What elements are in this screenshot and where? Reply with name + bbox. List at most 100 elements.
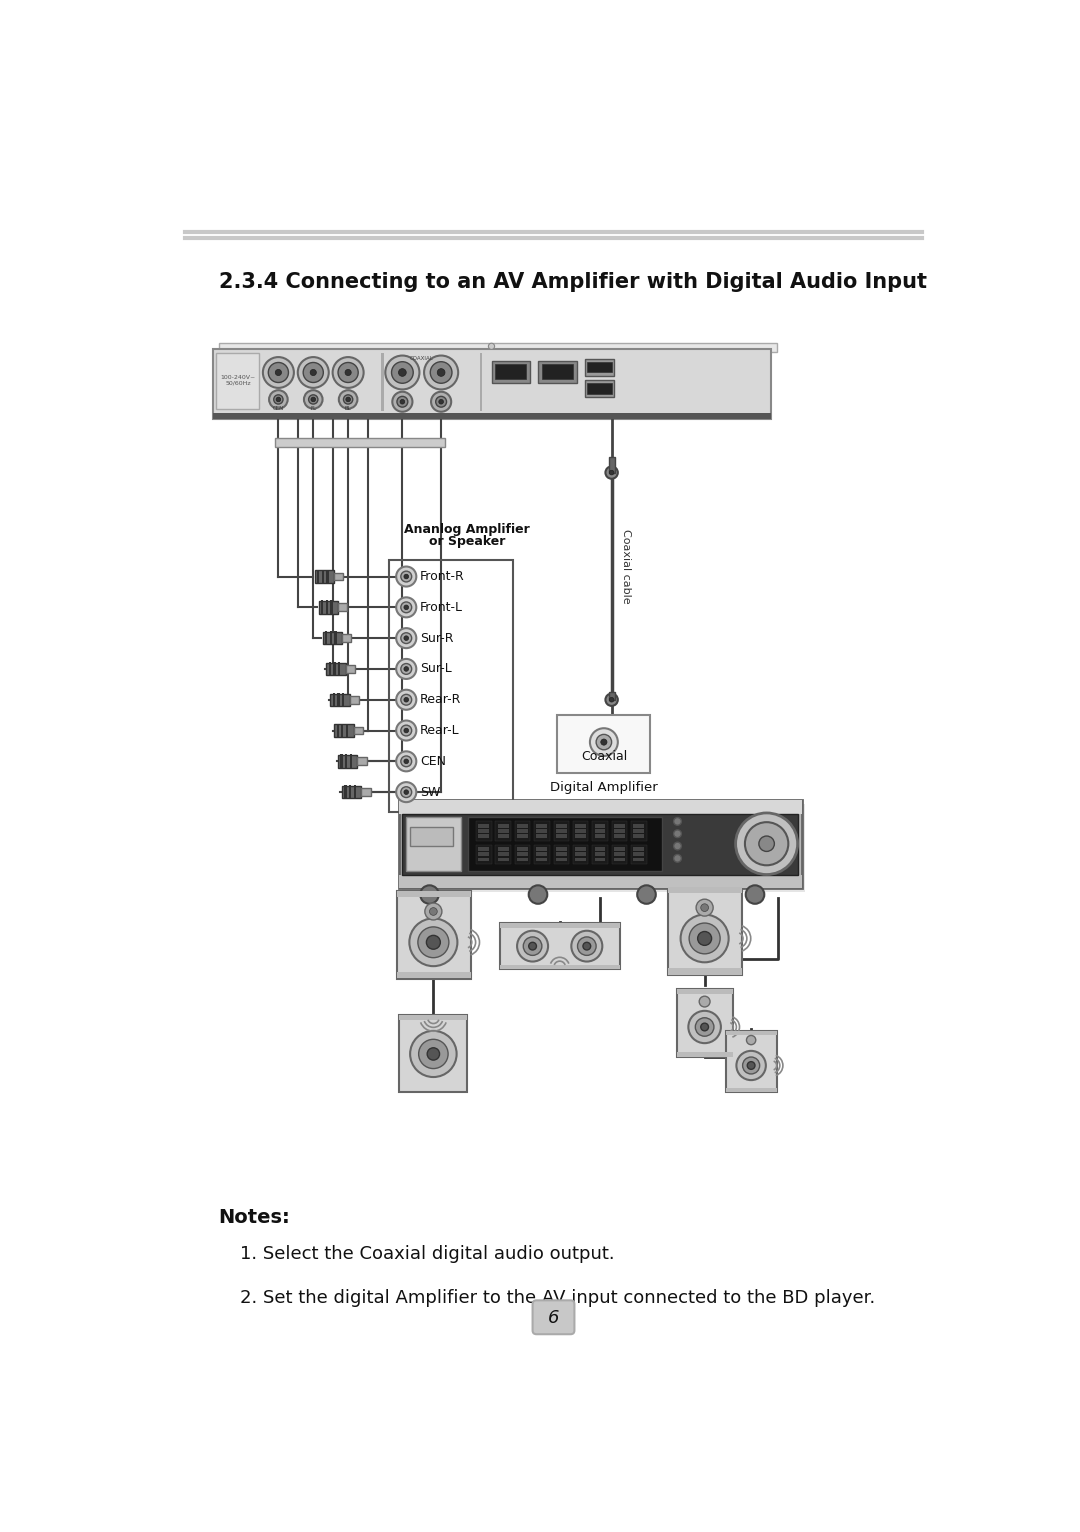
Bar	[727, 1031, 777, 1092]
Bar	[346, 723, 348, 737]
Circle shape	[674, 855, 681, 863]
Circle shape	[418, 927, 449, 958]
Circle shape	[309, 395, 318, 404]
Bar	[554, 821, 569, 841]
Bar	[496, 365, 526, 380]
Bar	[218, 343, 777, 352]
Bar	[337, 723, 339, 737]
Bar	[584, 380, 613, 397]
Bar	[498, 847, 509, 850]
Circle shape	[399, 369, 406, 377]
Bar	[328, 662, 332, 676]
Circle shape	[745, 823, 788, 866]
Bar	[537, 858, 548, 861]
Bar	[613, 858, 625, 861]
Bar	[557, 715, 650, 772]
Circle shape	[438, 400, 444, 404]
Bar	[669, 968, 742, 974]
Circle shape	[437, 369, 445, 377]
Bar	[498, 852, 509, 856]
Text: 100-240V~
50/60Hz: 100-240V~ 50/60Hz	[220, 375, 256, 386]
Text: Rear-L: Rear-L	[420, 725, 460, 737]
Circle shape	[396, 720, 416, 740]
Circle shape	[427, 936, 441, 950]
Bar	[576, 824, 586, 827]
Circle shape	[424, 355, 458, 389]
Bar	[586, 383, 611, 394]
Circle shape	[431, 392, 451, 412]
Circle shape	[735, 813, 798, 875]
Bar	[517, 858, 528, 861]
Bar	[498, 835, 509, 838]
Circle shape	[404, 728, 408, 732]
Circle shape	[396, 567, 416, 587]
Circle shape	[404, 666, 408, 671]
Bar	[491, 362, 530, 383]
Circle shape	[696, 1017, 714, 1036]
Bar	[496, 844, 511, 864]
Bar	[334, 725, 353, 737]
Bar	[633, 824, 644, 827]
Bar	[584, 358, 613, 375]
Bar	[727, 1088, 777, 1092]
Bar	[535, 844, 550, 864]
Circle shape	[743, 1057, 759, 1074]
Bar	[318, 570, 320, 584]
Text: BL: BL	[345, 406, 351, 412]
Bar	[349, 786, 351, 800]
Bar	[353, 786, 356, 800]
Text: Notes:: Notes:	[218, 1207, 291, 1227]
Circle shape	[404, 758, 408, 763]
Bar	[631, 821, 647, 841]
Bar	[669, 887, 742, 976]
Bar	[496, 821, 511, 841]
Circle shape	[409, 918, 458, 967]
Circle shape	[343, 395, 353, 404]
Bar	[333, 692, 335, 706]
Bar	[556, 847, 567, 850]
Bar	[586, 362, 611, 372]
Bar	[403, 813, 798, 875]
Bar	[677, 990, 732, 994]
Bar	[480, 354, 482, 411]
Text: Sur-R: Sur-R	[420, 631, 454, 645]
Circle shape	[410, 1031, 457, 1077]
Bar	[611, 821, 627, 841]
Bar	[677, 990, 732, 1057]
Circle shape	[400, 400, 405, 404]
Bar	[554, 844, 569, 864]
Bar	[498, 824, 509, 827]
Bar	[476, 821, 491, 841]
Circle shape	[401, 787, 411, 798]
Bar	[476, 844, 491, 864]
Bar	[595, 835, 606, 838]
Bar	[537, 852, 548, 856]
Circle shape	[699, 996, 710, 1007]
Circle shape	[596, 734, 611, 749]
Circle shape	[310, 369, 316, 375]
Bar	[613, 847, 625, 850]
Circle shape	[698, 931, 712, 945]
Text: Coaxial cable: Coaxial cable	[621, 529, 631, 604]
Circle shape	[401, 694, 411, 705]
Bar	[325, 631, 327, 645]
Bar	[631, 844, 647, 864]
Bar	[340, 754, 342, 768]
Circle shape	[606, 694, 618, 706]
Circle shape	[339, 391, 357, 409]
Circle shape	[269, 391, 287, 409]
Circle shape	[396, 783, 416, 803]
Text: Ananlog Amplifier: Ananlog Amplifier	[404, 524, 529, 536]
Circle shape	[404, 636, 408, 640]
Bar	[410, 827, 453, 846]
Circle shape	[428, 1048, 440, 1060]
Bar	[326, 601, 328, 614]
Bar	[611, 844, 627, 864]
Circle shape	[583, 942, 591, 950]
Circle shape	[488, 343, 495, 349]
Bar	[323, 633, 342, 645]
Circle shape	[517, 931, 548, 962]
Bar	[556, 824, 567, 827]
Circle shape	[430, 362, 451, 383]
Bar	[517, 824, 528, 827]
